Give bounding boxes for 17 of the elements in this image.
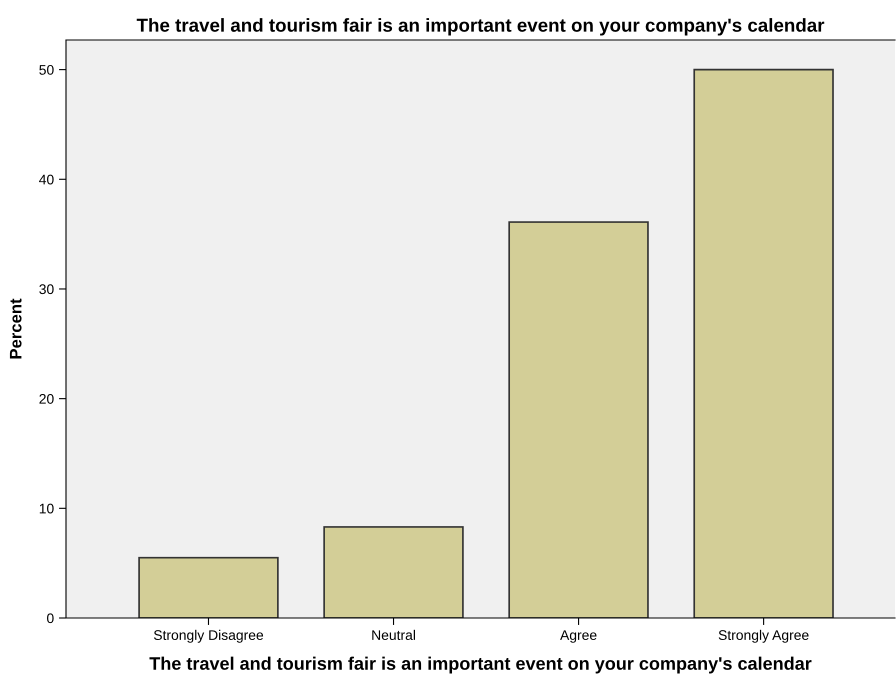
y-tick-label: 30 <box>39 284 54 294</box>
y-tick-label: 40 <box>39 174 54 184</box>
bar <box>138 556 279 618</box>
x-tick-label: Strongly Disagree <box>154 630 264 643</box>
x-tick-label: Strongly Agree <box>718 630 809 643</box>
x-tick-label: Agree <box>560 630 596 643</box>
y-tick-label: 10 <box>40 504 54 514</box>
bar <box>508 221 649 618</box>
x-axis-title: The travel and tourism fair is an important event on your company's calendar <box>149 656 812 674</box>
y-axis-title: Percent <box>10 298 22 358</box>
chart-title: The travel and tourism fair is an important event on your company's calendar <box>136 18 824 36</box>
bar <box>323 526 464 618</box>
x-tick-label: Neutral <box>372 630 415 640</box>
y-tick-label: 20 <box>39 394 54 404</box>
bar <box>693 68 834 618</box>
y-tick-label: 50 <box>39 64 54 75</box>
y-tick-label: 0 <box>47 613 54 624</box>
